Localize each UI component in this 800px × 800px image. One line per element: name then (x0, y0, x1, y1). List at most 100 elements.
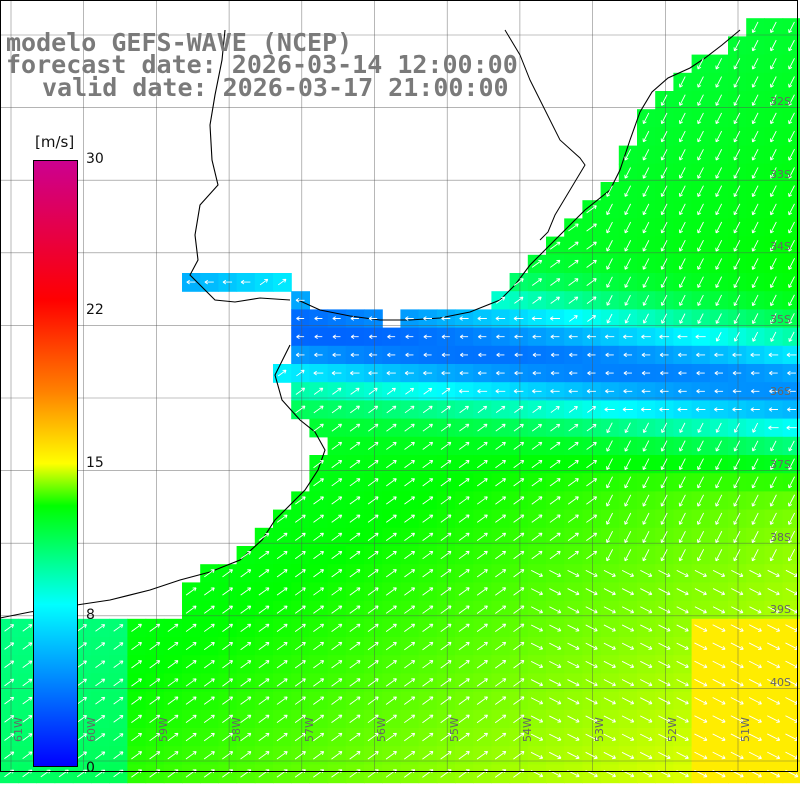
wind-arrow (422, 660, 434, 669)
wind-arrow (495, 641, 507, 651)
wind-arrow (277, 369, 287, 377)
colorbar-tick-0: 0 (86, 760, 95, 776)
wind-arrow (459, 423, 470, 432)
wind-arrow (676, 660, 689, 669)
wind-arrow (606, 185, 613, 197)
wind-arrow (769, 112, 777, 125)
wind-arrow (22, 696, 33, 705)
wind-arrow (404, 587, 416, 596)
wind-arrow (477, 389, 488, 394)
wind-arrow (640, 715, 653, 723)
wind-arrow (240, 678, 252, 687)
wind-arrow (458, 569, 470, 578)
wind-arrow (568, 334, 578, 339)
wind-arrow (476, 532, 488, 541)
wind-arrow (694, 751, 708, 760)
wind-arrow (767, 697, 781, 705)
wind-arrow (586, 514, 598, 523)
wind-arrow (748, 715, 762, 723)
wind-arrow (240, 732, 252, 742)
wind-arrow (586, 496, 598, 505)
wind-arrow (440, 660, 452, 669)
wind-arrow (368, 405, 379, 414)
wind-arrow (603, 624, 616, 632)
wind-arrow (660, 258, 668, 270)
wind-arrow (642, 258, 650, 270)
wind-arrow (585, 679, 598, 687)
wind-arrow (423, 334, 432, 339)
wind-arrow (660, 167, 668, 179)
wind-arrow (769, 21, 777, 34)
wind-arrow (769, 130, 777, 143)
wind-arrow (95, 696, 106, 705)
wind-arrow (621, 588, 635, 596)
wind-arrow (733, 549, 741, 562)
wind-arrow (422, 605, 434, 614)
wind-arrow (513, 660, 525, 669)
wind-arrow (697, 276, 704, 288)
wind-arrow (513, 569, 525, 578)
wind-arrow (624, 203, 632, 216)
wind-arrow (678, 76, 686, 88)
wind-arrow (367, 478, 379, 487)
wind-arrow (440, 514, 452, 523)
wind-arrow (733, 94, 741, 106)
wind-arrow (660, 512, 668, 525)
wind-arrow (496, 352, 505, 358)
wind-arrow (751, 494, 759, 507)
wind-arrow (676, 588, 689, 596)
wind-arrow (77, 678, 87, 687)
wind-arrow (331, 569, 343, 578)
wind-arrow (240, 641, 252, 651)
wind-arrow (422, 714, 434, 724)
wind-arrow (587, 370, 596, 376)
wind-arrow (441, 316, 451, 321)
wind-arrow (440, 532, 452, 541)
lon-label-51w: 51W (739, 717, 752, 742)
wind-arrow (697, 76, 704, 88)
wind-arrow (149, 732, 161, 742)
wind-arrow (715, 76, 723, 88)
wind-arrow (496, 370, 505, 376)
wind-arrow (603, 733, 616, 741)
wind-arrow (606, 203, 613, 216)
wind-arrow (422, 532, 434, 541)
wind-arrow (514, 405, 524, 414)
wind-arrow (185, 751, 197, 760)
wind-arrow (712, 751, 726, 760)
wind-arrow (658, 588, 671, 596)
wind-arrow (495, 587, 507, 596)
wind-arrow (606, 313, 613, 324)
wind-arrow (4, 660, 15, 668)
wind-arrow (222, 696, 234, 705)
wind-arrow (733, 239, 741, 252)
wind-arrow (167, 696, 179, 705)
wind-arrow (22, 733, 33, 741)
wind-arrow (769, 370, 778, 376)
wind-arrow (660, 112, 668, 125)
wind-arrow (733, 258, 741, 270)
wind-arrow (149, 678, 161, 687)
wind-arrow (332, 352, 341, 358)
wind-arrow (751, 58, 759, 70)
wind-arrow (295, 387, 306, 395)
wind-arrow (240, 587, 252, 596)
wind-arrow (294, 732, 306, 742)
wind-arrow (531, 441, 543, 450)
wind-arrow (131, 660, 142, 669)
lon-label-54w: 54W (521, 717, 534, 742)
wind-arrow (295, 405, 306, 414)
wind-arrow (730, 715, 744, 723)
wind-arrow (732, 352, 742, 358)
wind-arrow (712, 660, 726, 669)
wind-arrow (606, 458, 613, 471)
wind-arrow (313, 496, 324, 505)
wind-arrow (733, 76, 741, 88)
wind-arrow (697, 58, 704, 70)
wind-arrow (733, 313, 741, 324)
wind-arrow (440, 441, 452, 450)
wind-arrow (530, 606, 544, 614)
wind-arrow (549, 751, 562, 760)
wind-arrow (513, 423, 524, 432)
wind-arrow (314, 316, 323, 321)
